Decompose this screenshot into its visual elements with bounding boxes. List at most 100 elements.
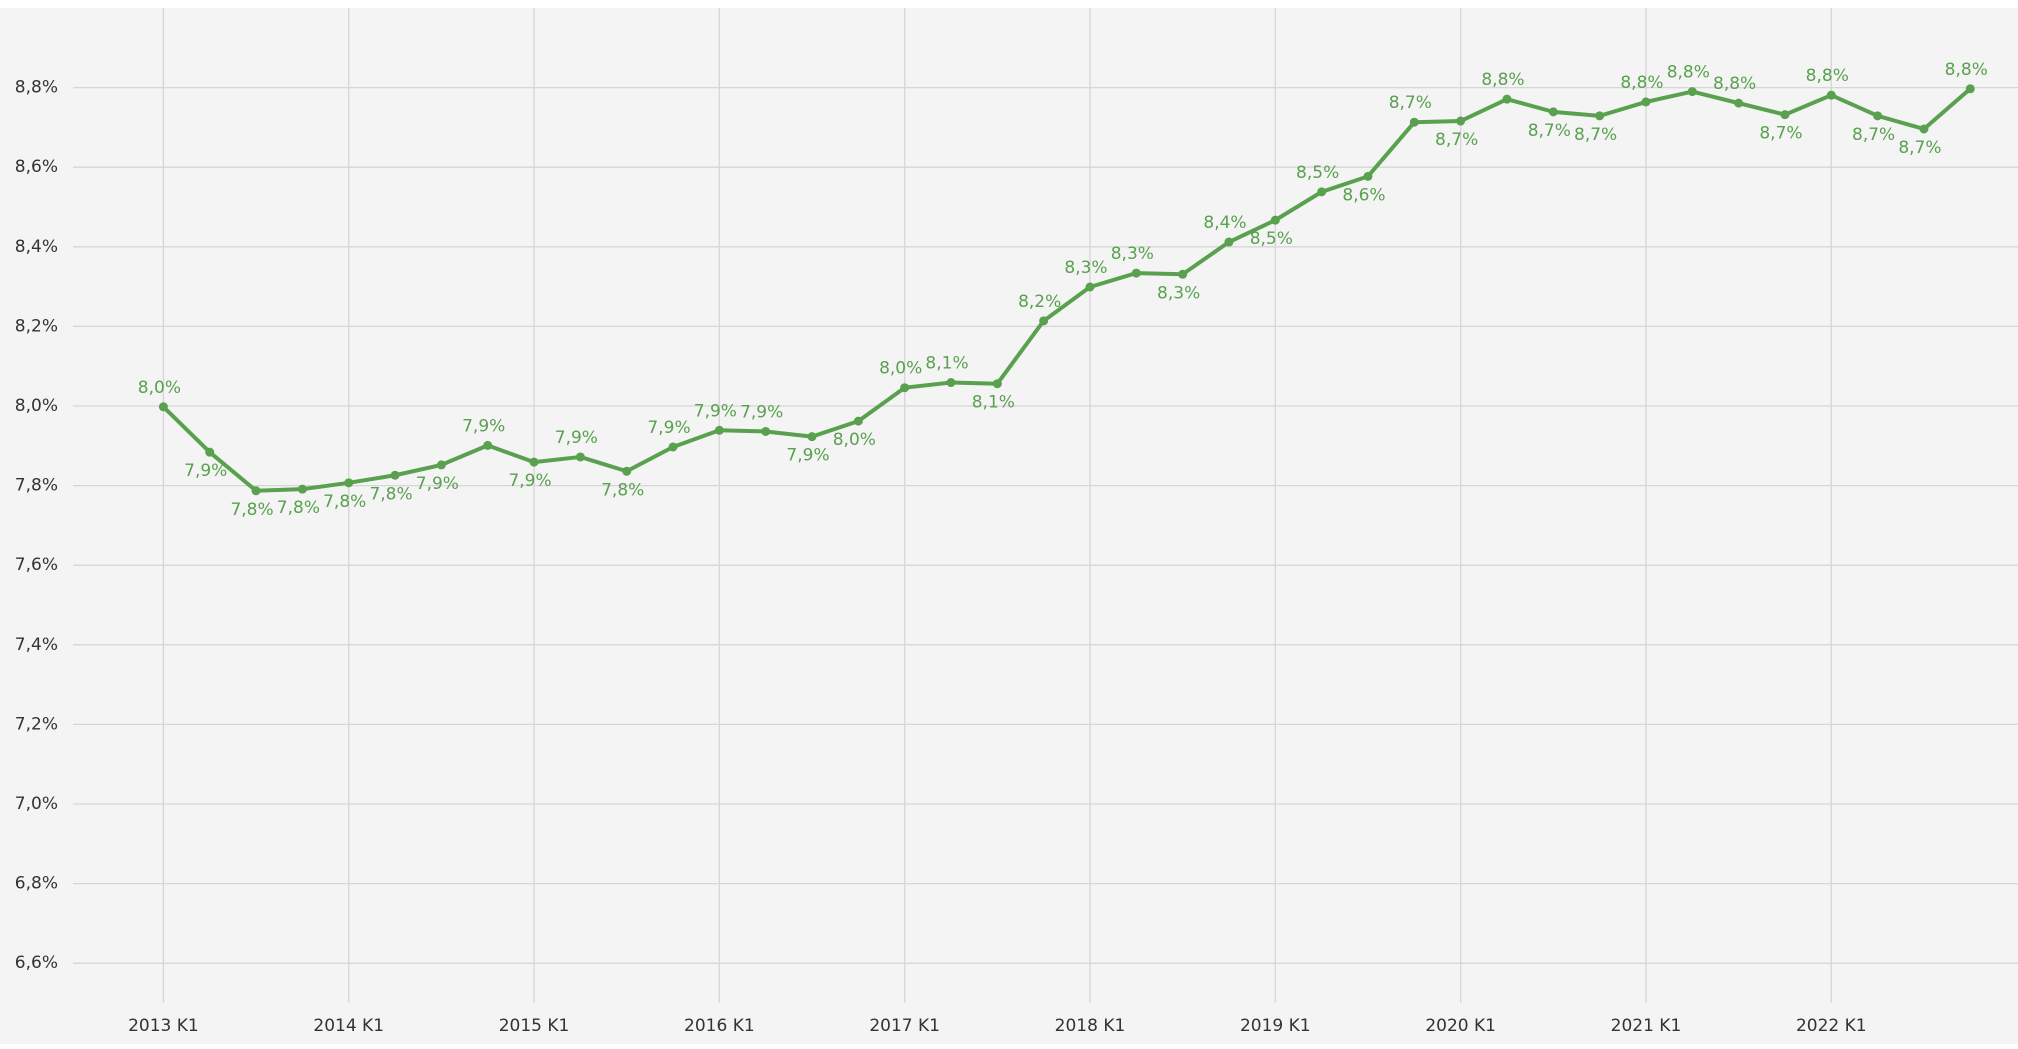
y-tick-label: 7,8%	[15, 476, 58, 496]
data-label: 8,3%	[1157, 283, 1200, 303]
point	[1317, 187, 1327, 197]
point	[529, 457, 539, 467]
y-tick-label: 8,8%	[15, 78, 58, 98]
y-tick-label: 7,2%	[15, 714, 58, 734]
point	[1641, 97, 1651, 107]
y-tick-label: 8,4%	[15, 237, 58, 257]
data-label: 7,8%	[230, 500, 273, 520]
x-tick-label: 2016 K1	[684, 1016, 755, 1036]
data-label: 8,5%	[1250, 229, 1293, 249]
point	[1780, 110, 1790, 120]
point	[1270, 215, 1280, 225]
data-label: 8,7%	[1528, 121, 1571, 141]
data-label: 8,8%	[1806, 66, 1849, 86]
point	[158, 402, 168, 412]
y-tick-label: 8,6%	[15, 157, 58, 177]
point	[1224, 237, 1234, 247]
data-label: 7,9%	[694, 401, 737, 421]
point	[807, 432, 817, 442]
y-tick-label: 7,6%	[15, 555, 58, 575]
data-label: 8,6%	[1342, 185, 1385, 205]
point	[853, 416, 863, 426]
x-tick-label: 2017 K1	[869, 1016, 940, 1036]
point	[205, 447, 215, 457]
y-tick-label: 6,8%	[15, 874, 58, 894]
point	[1409, 117, 1419, 127]
point	[1131, 268, 1141, 278]
x-tick-label: 2013 K1	[128, 1016, 199, 1036]
x-tick-label: 2022 K1	[1796, 1016, 1867, 1036]
data-label: 8,0%	[138, 378, 181, 398]
data-label: 8,7%	[1759, 124, 1802, 144]
point	[251, 486, 261, 496]
data-label: 7,8%	[601, 480, 644, 500]
point	[483, 440, 493, 450]
x-tick-label: 2020 K1	[1425, 1016, 1496, 1036]
data-label: 7,9%	[184, 461, 227, 481]
data-label: 8,7%	[1435, 130, 1478, 150]
point	[992, 379, 1002, 389]
data-label: 7,9%	[416, 474, 459, 494]
x-tick-label: 2018 K1	[1055, 1016, 1126, 1036]
point	[1826, 90, 1836, 100]
data-label: 8,0%	[833, 430, 876, 450]
point	[622, 466, 632, 476]
point	[1919, 124, 1929, 134]
data-label: 8,7%	[1389, 93, 1432, 113]
point	[1085, 282, 1095, 292]
data-label: 8,4%	[1203, 213, 1246, 233]
point	[668, 442, 678, 452]
y-tick-label: 8,0%	[15, 396, 58, 416]
x-tick-label: 2015 K1	[499, 1016, 570, 1036]
point	[1178, 269, 1188, 279]
data-label: 8,5%	[1296, 163, 1339, 183]
point	[390, 470, 400, 480]
point	[946, 378, 956, 388]
point	[1502, 94, 1512, 104]
point	[575, 452, 585, 462]
data-label: 8,1%	[972, 393, 1015, 413]
x-tick-label: 2014 K1	[313, 1016, 384, 1036]
data-label: 8,8%	[1945, 60, 1988, 80]
point	[714, 425, 724, 435]
data-label: 8,8%	[1713, 74, 1756, 94]
data-label: 8,7%	[1852, 125, 1895, 145]
data-label: 7,9%	[740, 402, 783, 422]
point	[1687, 87, 1697, 97]
point	[1873, 111, 1883, 121]
data-label: 7,9%	[786, 446, 829, 466]
data-label: 8,1%	[925, 354, 968, 374]
y-tick-label: 7,0%	[15, 794, 58, 814]
point	[297, 484, 307, 494]
x-tick-label: 2019 K1	[1240, 1016, 1311, 1036]
data-label: 8,3%	[1111, 244, 1154, 264]
y-tick-label: 8,2%	[15, 316, 58, 336]
line	[162, 87, 1972, 493]
data-label: 7,9%	[462, 416, 505, 436]
point	[1595, 111, 1605, 121]
data-label: 7,8%	[277, 498, 320, 518]
data-label: 8,7%	[1574, 125, 1617, 145]
data-label: 8,8%	[1667, 63, 1710, 83]
point	[344, 478, 354, 488]
data-label: 8,2%	[1018, 292, 1061, 312]
y-tick-label: 7,4%	[15, 635, 58, 655]
data-label: 8,8%	[1620, 73, 1663, 93]
point	[436, 460, 446, 470]
point	[1039, 316, 1049, 326]
data-label: 7,9%	[555, 428, 598, 448]
data-label: 7,9%	[508, 471, 551, 491]
plot-background	[0, 8, 2018, 1044]
point	[1456, 116, 1466, 126]
data-label: 7,8%	[323, 492, 366, 512]
point	[761, 426, 771, 436]
point	[1965, 84, 1975, 94]
point	[1548, 107, 1558, 117]
data-label: 8,7%	[1898, 138, 1941, 158]
data-label: 8,0%	[879, 359, 922, 379]
data-label: 8,3%	[1064, 258, 1107, 278]
y-tick-label: 6,6%	[15, 953, 58, 973]
data-label: 7,9%	[647, 418, 690, 438]
x-tick-label: 2021 K1	[1611, 1016, 1682, 1036]
